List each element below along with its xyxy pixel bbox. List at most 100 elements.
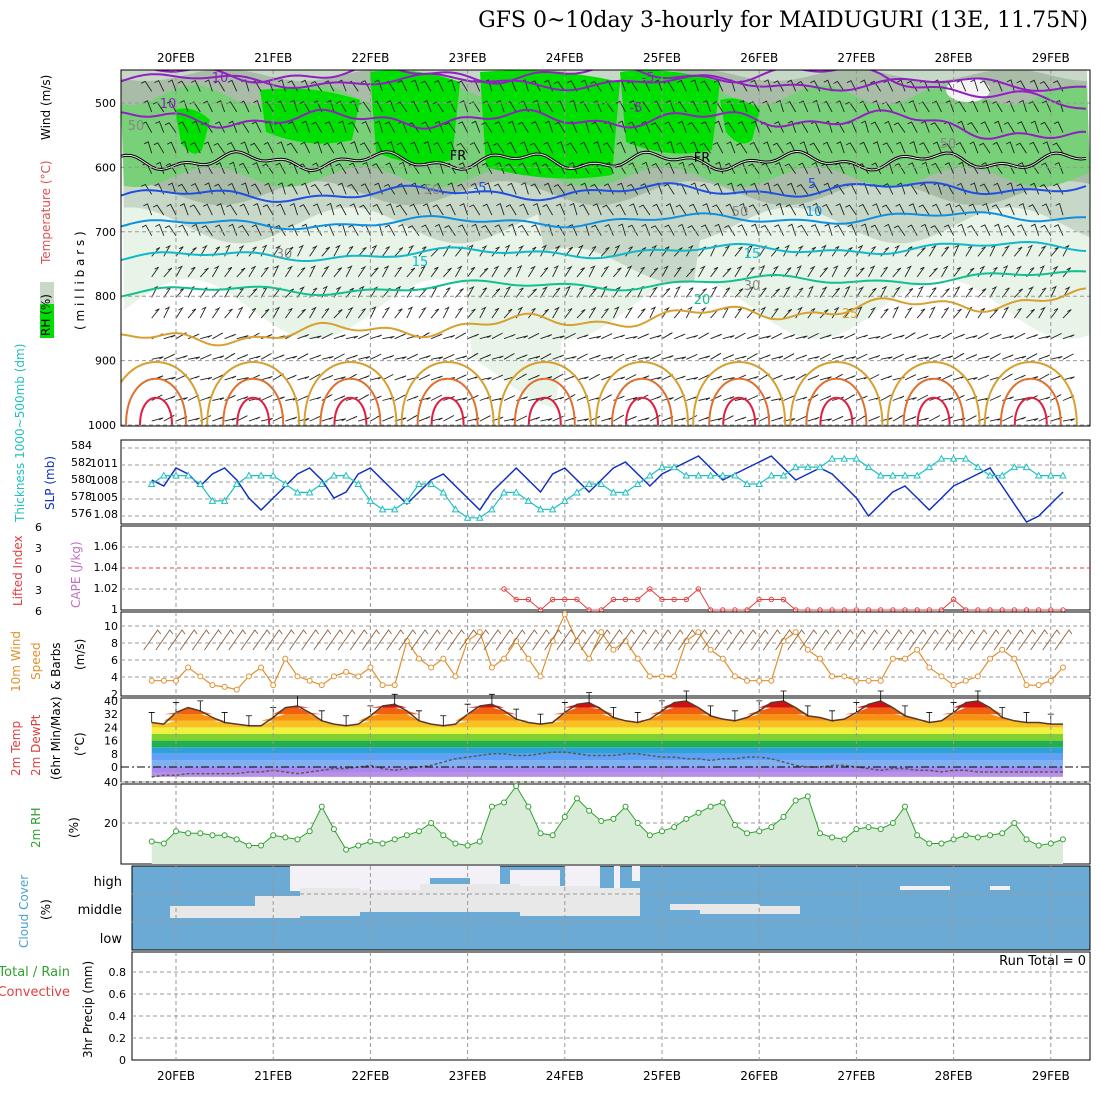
wind-barb [748, 101, 760, 113]
series-point [598, 629, 605, 636]
wind-barb [469, 142, 481, 154]
wind-barb [734, 355, 747, 360]
series-point [901, 471, 909, 479]
series-line [151, 458, 1063, 519]
cape-ylabel-cape: CAPE (J/kg) [69, 541, 83, 608]
series-line [151, 785, 1064, 851]
series-point [610, 815, 617, 822]
wind-barb [750, 79, 760, 92]
wind-barb [531, 121, 541, 133]
wind-barb [1038, 287, 1047, 298]
wind-barb [641, 161, 651, 174]
wind-barb [869, 80, 882, 92]
wind-barb [796, 184, 809, 195]
minmax-whisker [440, 715, 447, 726]
wind-barb [491, 332, 503, 340]
wind-barb [517, 121, 529, 133]
series-point [500, 488, 508, 496]
wind-barb [904, 332, 916, 340]
wind-barb [675, 204, 687, 216]
series-point [525, 655, 532, 662]
series-point [779, 471, 788, 479]
wind-barb [359, 204, 371, 216]
wind-barb [555, 203, 566, 216]
wind-barb [236, 267, 246, 278]
wind-barb [955, 142, 967, 154]
wind-barb [528, 265, 536, 278]
wind-barb [868, 415, 880, 422]
wind-barb [989, 353, 1001, 360]
series-point [1047, 840, 1054, 847]
wind-barb [362, 161, 371, 174]
wind-barb [370, 267, 379, 278]
wind-barb [892, 286, 901, 298]
wind-barb [300, 182, 311, 195]
wind-barb [187, 375, 200, 381]
wind-barb [179, 203, 189, 216]
wind-barb [434, 629, 453, 651]
wind-barb [941, 306, 950, 319]
wind-barb [965, 354, 978, 360]
wind-barb [969, 141, 979, 154]
wind-barb [686, 353, 698, 360]
wind-barb [251, 121, 262, 133]
series-point [196, 479, 205, 487]
series-point [184, 471, 192, 479]
wind-barb [301, 629, 320, 651]
temp-ytick: 8 [111, 748, 118, 761]
wind-barb [783, 418, 796, 422]
wind-barb [641, 120, 651, 133]
series-point [245, 673, 252, 680]
temp-contour-surface [983, 361, 1078, 426]
upper-ytick: 600 [95, 161, 116, 174]
wind-barb [795, 396, 808, 401]
wind-barb [481, 162, 493, 175]
wind-barb [321, 332, 333, 340]
wind-barb [919, 142, 930, 154]
series-point [987, 832, 994, 839]
wind-barb [394, 308, 403, 319]
upper-ytick: 800 [95, 290, 116, 303]
wind-barb [613, 353, 625, 360]
series-point [330, 826, 337, 833]
wind-barb [613, 267, 622, 278]
wind-barb [569, 99, 578, 113]
wind-barb [532, 202, 541, 216]
wind-barb [702, 629, 720, 651]
wind-barb [163, 306, 171, 319]
wind-barb [979, 183, 991, 195]
wind-barb [760, 224, 772, 236]
cloud-high-bar [900, 886, 950, 890]
precip-yunit: 3hr Precip (mm) [81, 961, 95, 1058]
series-point [864, 463, 873, 471]
wind-barb [1005, 629, 1024, 651]
temp-contour-surface [430, 396, 465, 426]
series-point [390, 505, 399, 513]
wind-barb [357, 265, 367, 278]
wind-barb [746, 286, 755, 298]
rh-ylabel: 2m RH [29, 808, 43, 849]
wind-barb [629, 203, 639, 216]
wind-barb [653, 629, 672, 651]
wind-barb [167, 79, 177, 92]
wind-barb [615, 203, 626, 216]
wind-barb [601, 356, 614, 360]
wind-barb [1006, 79, 1015, 92]
wind-barb [916, 266, 925, 278]
wind-barb [1062, 267, 1072, 278]
wind-barb [309, 396, 322, 401]
wind-barb [1038, 265, 1045, 278]
series-point [318, 682, 325, 689]
wind-barb [409, 203, 420, 216]
series-point [513, 783, 520, 790]
wind-barb [855, 306, 863, 319]
contour-label: 30 [744, 279, 761, 294]
wind-barb [649, 244, 658, 257]
cape-ytick-right: 1.06 [94, 540, 119, 553]
wind-barb [945, 100, 955, 113]
series-point [791, 463, 800, 471]
wind-barb [724, 225, 736, 236]
wind-barb [880, 333, 892, 340]
wind-barb [928, 267, 938, 278]
wind-barb [469, 204, 481, 216]
